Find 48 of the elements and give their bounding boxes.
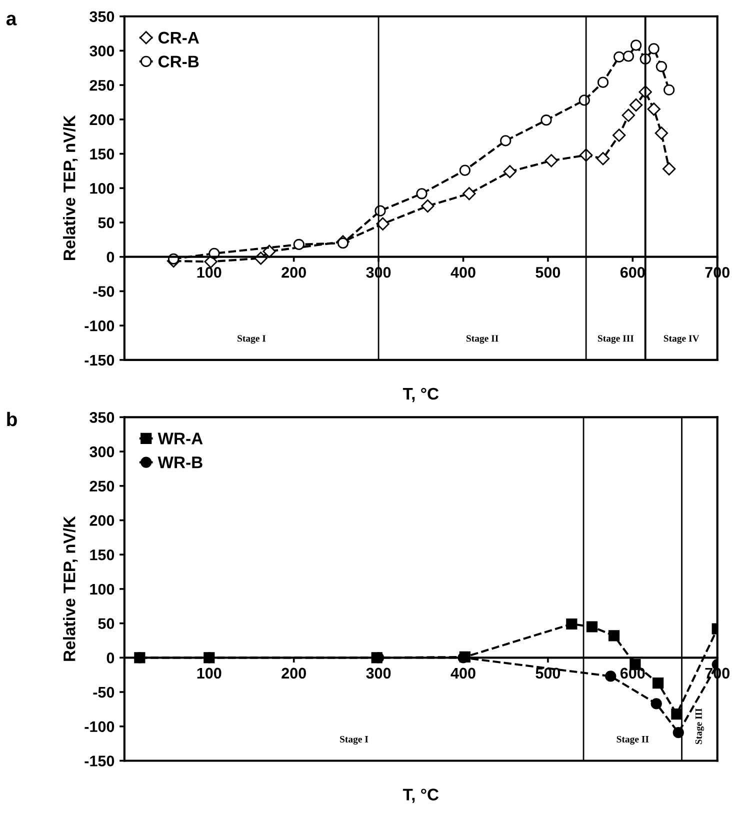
y-tick-label: -150 <box>84 756 114 766</box>
annotation: Stage IV <box>664 335 700 344</box>
y-tick-label: 150 <box>90 148 114 160</box>
y-tick-label: 350 <box>90 11 114 22</box>
y-tick-label: 300 <box>90 46 114 56</box>
x-tick-label: 600 <box>620 266 645 278</box>
y-tick-label: 100 <box>90 183 114 194</box>
y-tick-label: -50 <box>93 686 114 698</box>
y-tick-label: 250 <box>90 480 114 492</box>
y-tick-label: 0 <box>106 252 114 263</box>
y-tick-label: 200 <box>90 515 114 526</box>
y-axis-title: Relative TEP, nV/K <box>63 516 78 661</box>
x-tick-label: 100 <box>197 668 222 679</box>
y-tick-label: 300 <box>90 446 114 458</box>
x-axis-title: T, °C <box>402 788 439 803</box>
y-tick-label: 100 <box>90 584 114 595</box>
y-tick-label: -100 <box>84 320 114 332</box>
legend-label: CR-A <box>158 32 199 44</box>
y-axis-title: Relative TEP, nV/K <box>63 115 78 260</box>
annotation: Stage III <box>695 708 704 744</box>
y-tick-label: 50 <box>98 618 114 629</box>
y-tick-label: 150 <box>90 549 114 560</box>
annotation: Stage I <box>238 335 266 344</box>
y-tick-label: 250 <box>90 80 114 91</box>
annotation: Stage I <box>340 736 368 745</box>
annotation: Stage II <box>616 736 649 745</box>
x-tick-label: 100 <box>197 266 222 278</box>
legend-label: CR-B <box>158 56 199 68</box>
y-tick-label: 350 <box>90 412 114 423</box>
chart-title: b <box>7 412 17 426</box>
x-tick-label: 200 <box>282 668 306 679</box>
annotation: Stage III <box>598 335 634 344</box>
x-tick-label: 500 <box>536 266 560 278</box>
x-tick-label: 300 <box>366 668 391 679</box>
x-tick-label: 400 <box>450 668 476 679</box>
y-tick-label: -50 <box>93 286 114 297</box>
y-tick-label: -150 <box>84 354 114 366</box>
legend-label: WR-B <box>158 456 202 468</box>
x-axis-title: T, °C <box>402 388 439 402</box>
x-tick-label: 200 <box>282 266 306 278</box>
annotation: Stage II <box>466 335 498 344</box>
y-tick-label: 0 <box>106 652 114 664</box>
y-tick-label: 50 <box>98 217 114 228</box>
chart-title: a <box>6 14 17 26</box>
y-tick-label: 200 <box>90 114 114 126</box>
y-tick-label: -100 <box>84 721 114 732</box>
x-tick-label: 400 <box>450 266 476 278</box>
legend-label: WR-A <box>158 432 203 444</box>
